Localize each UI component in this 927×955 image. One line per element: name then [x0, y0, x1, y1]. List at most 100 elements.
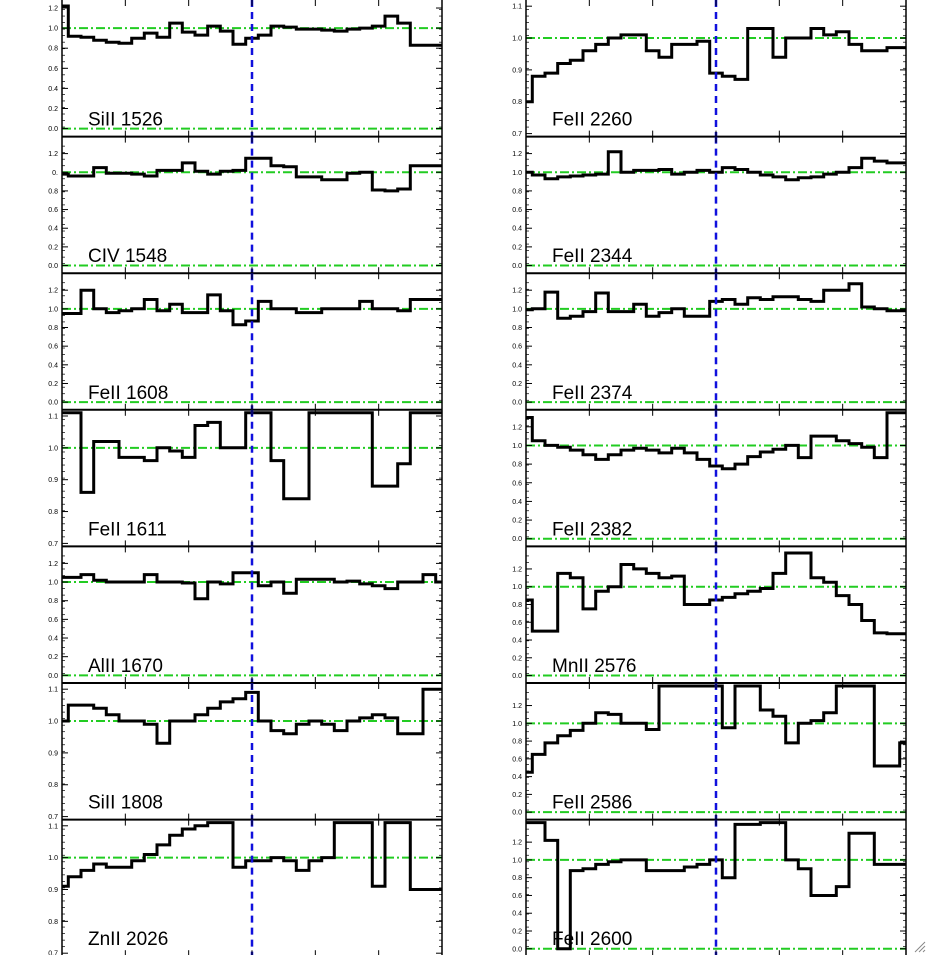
flux-profile-feii-2344: [526, 150, 906, 182]
y-tick-label: 0.2: [48, 654, 58, 661]
y-tick-label: 0.4: [512, 499, 522, 506]
panel-label: MnII 2576: [552, 656, 637, 677]
flux-profile-feii-2382: [526, 411, 906, 471]
y-tick-label: 0.9: [48, 750, 58, 757]
y-tick-label: 0.0: [512, 400, 522, 407]
panel-label: FeII 1611: [88, 519, 167, 540]
y-tick-label: 0.7: [48, 541, 58, 548]
y-tick-label: 0.6: [48, 344, 58, 351]
flux-profile-alii-1670: [62, 571, 442, 601]
y-tick-label: 0.6: [512, 480, 522, 487]
y-tick-label: 0.4: [48, 636, 58, 643]
y-tick-label: 0.8: [512, 739, 522, 746]
flux-profile-feii-2600: [526, 821, 906, 951]
y-tick-label: 0.8: [48, 598, 58, 605]
y-tick-label: 0.0: [512, 263, 522, 270]
flux-profile-feii-1611: [62, 411, 442, 501]
y-tick-label: 1.0: [512, 306, 522, 313]
y-tick-label: 0.2: [512, 792, 522, 799]
y-tick-label: 0.6: [512, 756, 522, 763]
y-tick-label: 1.1: [48, 823, 58, 830]
flux-profile-siii-1526: [62, 4, 442, 47]
y-tick-label: 1.0: [48, 855, 58, 862]
y-tick-label: 0.2: [512, 655, 522, 662]
y-tick-label: 1.2: [512, 151, 522, 158]
y-tick-label: 1.1: [48, 413, 58, 420]
y-tick-label: 0.8: [512, 602, 522, 609]
y-tick-label: 0.0: [48, 263, 58, 270]
y-tick-label: 1.0: [48, 306, 58, 313]
panel-label: FeII 2260: [552, 110, 632, 131]
panel-label: FeII 2374: [552, 383, 633, 404]
y-tick-label: 1.2: [512, 703, 522, 710]
y-tick-label: 0.8: [512, 188, 522, 195]
y-tick-label: 0.2: [48, 381, 58, 388]
panel-label: CIV 1548: [88, 246, 167, 267]
y-tick-label: 1.0: [512, 721, 522, 728]
y-tick-label: 0.6: [48, 207, 58, 214]
y-tick-label: 0.9: [48, 477, 58, 484]
y-tick-label: 0.0: [512, 946, 522, 953]
y-tick-label: 0.6: [48, 66, 58, 73]
flux-profile-feii-1608: [62, 288, 442, 327]
y-tick-label: 0.2: [512, 244, 522, 251]
panel-label: AlII 1670: [88, 656, 163, 677]
y-tick-label: 0.9: [512, 67, 522, 74]
y-tick-label: 0.9: [48, 887, 58, 894]
panel-label: FeII 2382: [552, 519, 632, 540]
panel-label: ZnII 2026: [88, 929, 168, 950]
resize-grip-icon: [914, 941, 926, 953]
y-tick-label: 0.4: [512, 638, 522, 645]
y-tick-label: 0.0: [512, 673, 522, 680]
y-tick-label: 1.0: [512, 170, 522, 177]
y-tick-label: 0.7: [48, 951, 58, 955]
y-tick-label: 0.7: [48, 814, 58, 821]
y-tick-label: 0.2: [48, 244, 58, 251]
y-tick-label: 1.2: [48, 6, 58, 13]
y-tick-label: 0.8: [48, 46, 58, 53]
y-tick-label: 0.0: [512, 536, 522, 543]
y-tick-label: 0.8: [512, 462, 522, 469]
y-tick-label: 0.4: [48, 226, 58, 233]
panel-label: SiII 1808: [88, 793, 163, 814]
y-tick-label: 0.4: [48, 362, 58, 369]
y-tick-label: 0.8: [48, 919, 58, 926]
y-tick-label: 1.2: [48, 561, 58, 568]
y-tick-label: 1.0: [512, 584, 522, 591]
panel-label: FeII 1608: [88, 383, 168, 404]
flux-profile-feii-2374: [526, 282, 906, 320]
y-tick-label: 0.2: [512, 381, 522, 388]
y-tick-label: 0.6: [48, 617, 58, 624]
y-tick-label: 1.2: [512, 840, 522, 847]
y-tick-label: 0.0: [512, 810, 522, 817]
y-tick-label: 0.8: [512, 875, 522, 882]
flux-profile-znii-2026: [62, 821, 442, 891]
y-tick-label: 0.2: [48, 106, 58, 113]
y-tick-label: 1.0: [48, 26, 58, 33]
panel-label: SiII 1526: [88, 110, 163, 131]
y-tick-label: 0.4: [512, 226, 522, 233]
y-tick-label: 0.: [52, 170, 58, 177]
y-tick-label: 1.2: [512, 288, 522, 295]
y-tick-label: 0.6: [512, 207, 522, 214]
y-tick-label: 1.0: [48, 580, 58, 587]
y-tick-label: 0.4: [48, 86, 58, 93]
panel-label: FeII 2586: [552, 793, 632, 814]
flux-profile-feii-2260: [526, 27, 906, 104]
y-tick-label: 0.8: [512, 99, 522, 106]
y-tick-label: 1.2: [48, 288, 58, 295]
y-tick-label: 1.0: [48, 719, 58, 726]
y-tick-label: 1.1: [48, 687, 58, 694]
flux-profile-civ-1548: [62, 156, 442, 193]
y-tick-label: 1.0: [512, 443, 522, 450]
y-tick-label: 0.6: [512, 893, 522, 900]
y-tick-label: 0.8: [48, 188, 58, 195]
y-tick-label: 0.8: [48, 782, 58, 789]
panel-label: FeII 2344: [552, 246, 633, 267]
y-tick-label: 1.0: [48, 445, 58, 452]
y-tick-label: 0.0: [48, 400, 58, 407]
y-tick-label: 0.8: [512, 325, 522, 332]
y-tick-label: 0.7: [512, 131, 522, 138]
y-tick-label: 0.0: [48, 126, 58, 133]
